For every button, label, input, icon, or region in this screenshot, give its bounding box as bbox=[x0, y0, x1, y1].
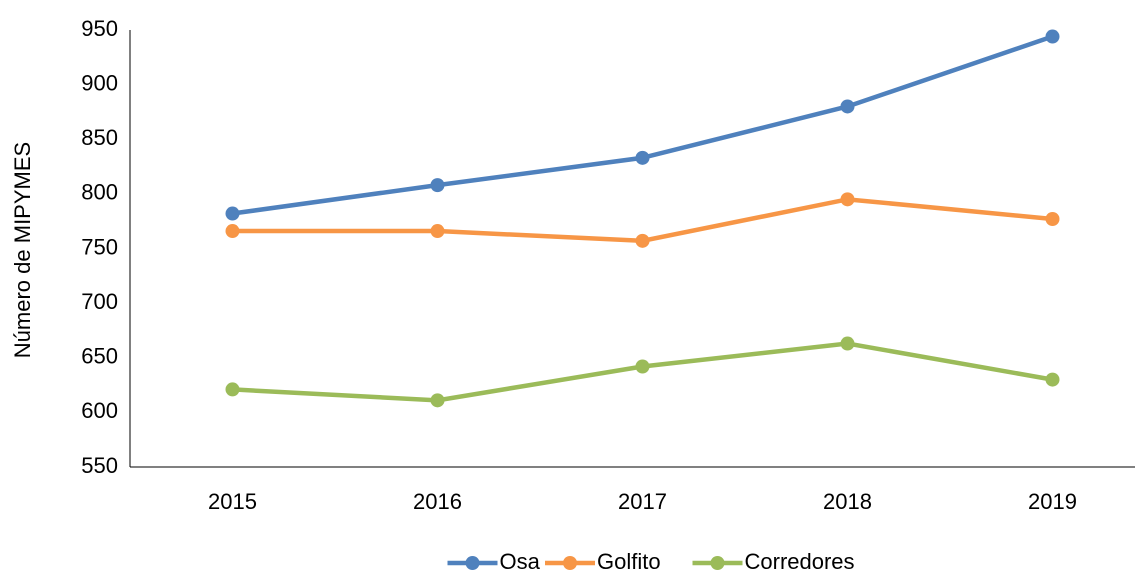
data-point bbox=[225, 206, 240, 221]
data-point bbox=[225, 224, 240, 239]
data-point bbox=[225, 382, 240, 397]
y-tick-label: 700 bbox=[81, 289, 118, 314]
data-point bbox=[840, 336, 855, 351]
y-tick-label: 550 bbox=[81, 453, 118, 478]
data-point bbox=[1045, 212, 1060, 227]
y-tick-label: 650 bbox=[81, 344, 118, 369]
legend-label: Osa bbox=[500, 549, 541, 573]
legend-marker bbox=[563, 556, 577, 570]
legend-marker bbox=[710, 556, 725, 570]
data-point bbox=[635, 150, 650, 165]
data-point bbox=[635, 233, 650, 248]
data-point bbox=[430, 393, 445, 408]
data-point bbox=[1045, 29, 1060, 44]
series-line bbox=[232, 34, 1054, 216]
x-tick-label: 2017 bbox=[618, 489, 667, 514]
y-tick-label: 800 bbox=[81, 180, 118, 205]
x-tick-label: 2019 bbox=[1028, 489, 1077, 514]
data-point bbox=[840, 192, 855, 207]
y-tick-label: 850 bbox=[81, 125, 118, 150]
data-point bbox=[635, 359, 650, 374]
y-tick-label: 750 bbox=[81, 234, 118, 259]
data-point bbox=[1045, 372, 1060, 387]
y-tick-label: 900 bbox=[81, 70, 118, 95]
data-point bbox=[430, 224, 445, 239]
x-tick-label: 2015 bbox=[208, 489, 257, 514]
legend-label: Golfito bbox=[597, 549, 661, 573]
x-tick-label: 2016 bbox=[413, 489, 462, 514]
y-tick-label: 600 bbox=[81, 398, 118, 423]
y-axis-label: Número de MIPYMES bbox=[10, 142, 35, 358]
legend-label: Corredores bbox=[745, 549, 855, 573]
x-tick-label: 2018 bbox=[823, 489, 872, 514]
data-point bbox=[430, 178, 445, 193]
y-tick-label: 950 bbox=[81, 16, 118, 41]
data-point bbox=[840, 99, 855, 114]
legend-marker bbox=[465, 556, 480, 570]
